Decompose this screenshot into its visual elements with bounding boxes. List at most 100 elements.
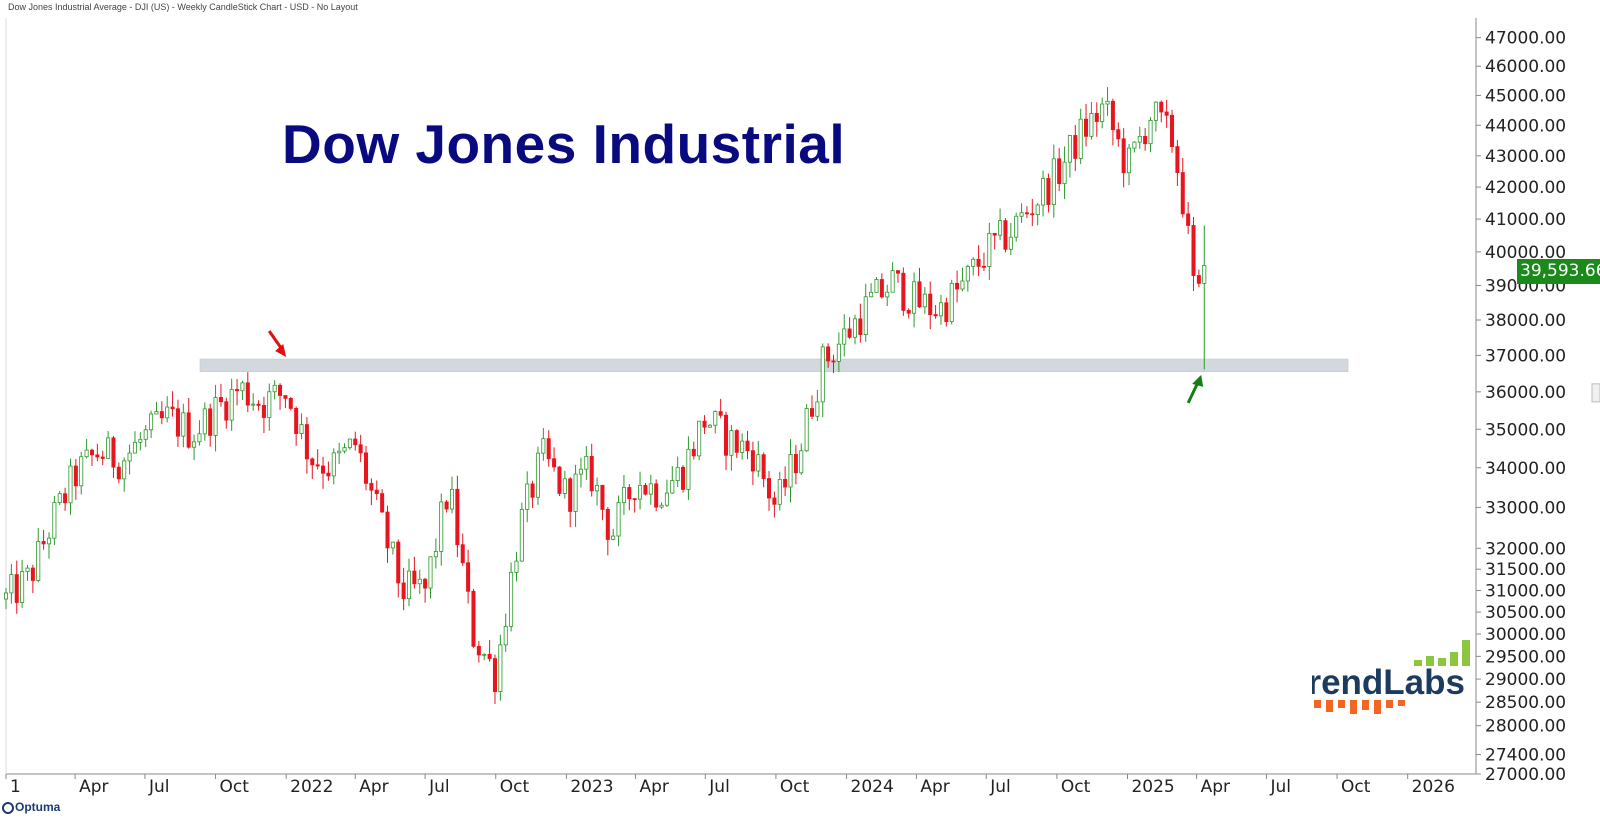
candle-body [1019,212,1024,217]
candle-body [750,450,755,472]
candle-body [261,405,266,418]
x-tick-label: Oct [1061,777,1091,797]
candle-body [127,452,132,462]
x-tick-label: Apr [1201,777,1230,797]
candle-body [944,302,949,322]
chart-title: Dow Jones Industrial [282,113,846,175]
y-tick-label: 31500.00 [1485,560,1566,580]
candle-body [3,592,9,600]
candle-body [718,411,723,416]
x-tick-label: 2024 [851,777,894,797]
x-tick-label: Oct [220,777,250,797]
x-tick-label: 1 [10,777,21,797]
candle-body [761,454,766,479]
candle-body [745,440,750,452]
candle-body [1030,213,1035,216]
logo-down-bars-icon [1314,700,1405,714]
y-tick-label: 27000.00 [1485,765,1566,785]
candle-body [428,556,433,589]
candle-body [503,625,508,646]
candle-body [965,265,970,282]
candle-body [449,488,455,510]
candle-body [525,483,530,510]
candle-body [1191,225,1196,276]
candle-body [202,408,207,435]
candle-body [1132,141,1137,149]
candle-body [218,397,223,403]
candle-body [498,644,503,692]
candle-body [831,360,836,363]
x-tick-label: Oct [780,777,810,797]
candle-body [492,658,497,692]
x-tick-label: Jul [1269,777,1291,797]
candle-body [740,440,745,453]
y-tick-label: 29000.00 [1485,670,1566,690]
logo-up-bars-icon [1414,640,1470,666]
candle-body [799,450,804,474]
candle-body [912,281,917,314]
candle-body [245,382,250,406]
candle-body [917,281,922,308]
candle-body [396,541,401,584]
candle-body [863,296,868,335]
candle-body [573,473,578,512]
candle-body [519,509,524,562]
x-tick-label: 2026 [1412,777,1455,797]
candle-body [955,282,960,290]
candle-body [471,590,476,647]
candle-body [1078,118,1083,159]
candle-body [132,441,137,454]
candle-body [595,484,600,492]
candle-body [998,220,1003,236]
candle-body [1035,204,1040,215]
candle-body [1148,119,1153,145]
candle-body [589,455,594,492]
candle-body [380,493,385,513]
candle-body [826,346,831,362]
candle-body [283,395,288,399]
candle-body [1127,147,1132,174]
candle-body [1121,138,1126,174]
support-band [199,358,1349,372]
candle-body [584,455,589,470]
x-tick-label: Apr [639,777,668,797]
x-tick-label: Apr [359,777,388,797]
candle-body [369,482,374,491]
candle-body [79,456,84,487]
x-tick-label: 2025 [1131,777,1174,797]
candle-body [1164,111,1169,116]
trendlabs-logo: TrendLabs [1312,640,1470,714]
candle-body [20,571,25,603]
candle-body [364,452,369,484]
candle-body [922,293,927,308]
candle-body [804,408,809,452]
candle-body [783,479,788,488]
candle-body [1159,101,1164,113]
candle-body [444,501,449,510]
candle-body [122,460,127,480]
candle-body [530,483,535,498]
candle-body [815,401,820,417]
y-tick-label: 47000.00 [1485,29,1566,49]
y-tick-label: 35000.00 [1485,420,1566,440]
candle-body [777,479,782,505]
candle-body [84,449,89,458]
candle-body [562,478,567,494]
candle-body [509,572,514,627]
candle-body [406,570,412,600]
candle-body [1105,100,1110,105]
candle-body [455,488,460,546]
x-tick-label: Jul [428,777,450,797]
candle-body [654,483,659,508]
candle-body [224,401,229,421]
candle-body [616,502,621,537]
candle-body [541,438,546,454]
candle-body [321,465,326,474]
candle-body [890,270,895,293]
chart-caption: Dow Jones Industrial Average - DJI (US) … [8,2,358,12]
candle-body [170,406,175,410]
candle-body [643,484,648,495]
candle-body [627,487,632,500]
candle-body [675,466,680,481]
